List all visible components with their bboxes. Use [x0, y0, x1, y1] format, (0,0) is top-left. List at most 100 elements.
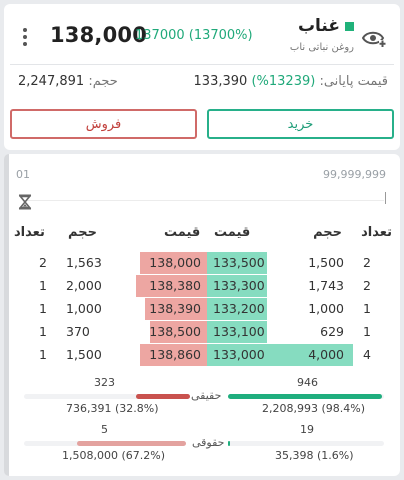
ask-depth-bar — [144, 298, 207, 320]
legal-buy-volume: 35,398 (1.6%) — [275, 449, 354, 462]
real-sell-volume-value: 736,391 — [66, 402, 112, 415]
real-buy-count: 946 — [297, 376, 318, 389]
real-buy-bar — [228, 394, 382, 399]
real-buy-pct: (98.4%) — [321, 402, 366, 415]
ask-price: 138,380 — [149, 278, 201, 293]
order-book-row[interactable]: 2 1,563 138,000 133,500 1,500 2 — [4, 252, 400, 274]
ask-volume-header: حجم — [68, 225, 97, 240]
legal-buy-track — [228, 441, 384, 446]
volume-stat: حجم: 2,247,891 — [18, 74, 118, 89]
bid-price: 133,300 — [213, 278, 265, 293]
company-name: روغن نباتی ناب — [289, 42, 354, 53]
bid-count: 4 — [363, 347, 371, 362]
bid-volume-header: حجم — [313, 225, 342, 240]
volume-value: 2,247,891 — [18, 74, 85, 89]
price-change: 137000 (13700%) — [135, 28, 253, 43]
bid-volume: 629 — [320, 324, 344, 339]
bid-price: 133,100 — [213, 324, 265, 339]
bid-depth-bar — [207, 275, 267, 297]
order-book-row[interactable]: 1 2,000 138,380 133,300 1,743 2 — [4, 275, 400, 297]
bid-price: 133,000 — [213, 347, 265, 362]
ask-volume: 2,000 — [66, 278, 102, 293]
hourglass-icon[interactable] — [18, 194, 32, 210]
bid-count: 1 — [363, 301, 371, 316]
symbol-title: غناب — [298, 16, 354, 36]
legal-sell-volume: 1,508,000 (67.2%) — [62, 449, 165, 462]
bid-depth-bar — [207, 321, 267, 343]
legal-sell-pct: (67.2%) — [121, 449, 166, 462]
price-range-track — [26, 200, 384, 201]
bid-volume: 1,743 — [308, 278, 344, 293]
bid-volume: 1,500 — [308, 255, 344, 270]
bid-volume: 1,000 — [308, 301, 344, 316]
real-sell-bar — [135, 394, 190, 399]
volume-label: حجم: — [88, 74, 118, 89]
ask-count: 2 — [39, 255, 47, 270]
closing-price-stat: قیمت پایانی: (13239%) 133,390 — [194, 74, 388, 89]
ask-price: 138,000 — [149, 255, 201, 270]
ask-depth-bar — [135, 275, 207, 297]
ask-count: 1 — [39, 301, 47, 316]
add-to-watchlist-icon[interactable] — [361, 28, 386, 48]
bid-depth-bar — [207, 298, 267, 320]
ask-price: 138,500 — [149, 324, 201, 339]
closing-price-label: قیمت پایانی: — [319, 74, 388, 89]
sell-button[interactable]: فروش — [10, 109, 197, 139]
symbol-header: 138,000 137000 (13700%) غناب روغن نباتی … — [4, 4, 400, 62]
ask-count: 1 — [39, 347, 47, 362]
range-min: 01 — [16, 168, 30, 181]
real-sell-track — [24, 394, 190, 399]
legal-buy-volume-value: 35,398 — [275, 449, 314, 462]
ask-volume: 1,500 — [66, 347, 102, 362]
order-book-row[interactable]: 1 1,500 138,860 133,000 4,000 4 — [4, 344, 400, 366]
bid-price: 133,200 — [213, 301, 265, 316]
legal-label: حقوقی — [192, 436, 225, 449]
more-options-icon[interactable] — [22, 28, 28, 48]
symbol-header-card: 138,000 137000 (13700%) غناب روغن نباتی … — [4, 4, 400, 150]
legal-buy-count: 19 — [300, 423, 314, 436]
bid-price-header: قیمت — [214, 225, 251, 240]
ask-depth-bar — [139, 344, 207, 366]
bid-count: 2 — [363, 278, 371, 293]
order-book-row[interactable]: 1 370 138,500 133,100 629 1 — [4, 321, 400, 343]
real-buy-volume-value: 2,208,993 — [262, 402, 318, 415]
ask-count: 1 — [39, 278, 47, 293]
real-buy-volume: 2,208,993 (98.4%) — [262, 402, 365, 415]
symbol-name: غناب — [297, 16, 340, 36]
bid-price: 133,500 — [213, 255, 265, 270]
bid-volume: 4,000 — [308, 347, 344, 362]
ask-depth-bar — [139, 252, 207, 274]
status-square-icon — [345, 21, 354, 31]
legal-sell-track — [24, 441, 186, 446]
bid-depth-bar — [207, 344, 353, 366]
range-max: 99,999,999 — [323, 168, 386, 181]
real-sell-pct: (32.8%) — [115, 402, 159, 415]
legal-sell-bar — [77, 441, 186, 446]
divider — [10, 64, 394, 65]
buy-button[interactable]: خرید — [207, 109, 394, 139]
last-price: 138,000 — [50, 23, 148, 47]
order-book-row[interactable]: 1 1,000 138,390 133,200 1,000 1 — [4, 298, 400, 320]
real-sell-volume: 736,391 (32.8%) — [66, 402, 159, 415]
ask-volume: 1,563 — [66, 255, 102, 270]
bid-count: 2 — [363, 255, 371, 270]
real-sell-count: 323 — [94, 376, 115, 389]
ask-depth-bar — [150, 321, 207, 343]
ask-price: 138,860 — [149, 347, 201, 362]
order-book-card: 01 99,999,999 تعداد حجم قیمت قیمت حجم تع… — [4, 154, 400, 476]
legal-buy-pct: (1.6%) — [317, 449, 354, 462]
real-buy-track — [228, 394, 384, 399]
closing-price-value: 133,390 — [193, 74, 248, 89]
range-max-tick — [385, 192, 386, 204]
ask-volume: 370 — [66, 324, 90, 339]
ask-count: 1 — [39, 324, 47, 339]
bid-depth-bar — [207, 252, 267, 274]
closing-price-pct: (13239%) — [251, 74, 316, 89]
legal-sell-volume-value: 1,508,000 — [62, 449, 118, 462]
ask-price: 138,390 — [149, 301, 201, 316]
real-label: حقیقی — [191, 389, 222, 402]
card-edge — [4, 154, 9, 476]
ask-count-header: تعداد — [14, 225, 45, 240]
bid-count-header: تعداد — [361, 225, 392, 240]
bid-count: 1 — [363, 324, 371, 339]
